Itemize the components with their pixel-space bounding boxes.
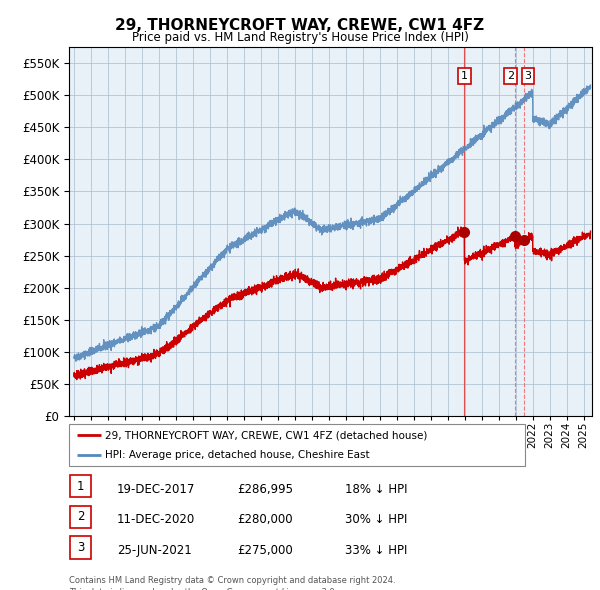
Text: £275,000: £275,000 [237, 544, 293, 557]
Text: 29, THORNEYCROFT WAY, CREWE, CW1 4FZ: 29, THORNEYCROFT WAY, CREWE, CW1 4FZ [115, 18, 485, 32]
Text: This data is licensed under the Open Government Licence v3.0.: This data is licensed under the Open Gov… [69, 588, 337, 590]
Text: £286,995: £286,995 [237, 483, 293, 496]
Text: 3: 3 [77, 541, 84, 554]
FancyBboxPatch shape [70, 475, 91, 497]
Text: 11-DEC-2020: 11-DEC-2020 [117, 513, 195, 526]
Text: £280,000: £280,000 [237, 513, 293, 526]
Text: Contains HM Land Registry data © Crown copyright and database right 2024.: Contains HM Land Registry data © Crown c… [69, 576, 395, 585]
Text: 18% ↓ HPI: 18% ↓ HPI [345, 483, 407, 496]
Text: 25-JUN-2021: 25-JUN-2021 [117, 544, 192, 557]
FancyBboxPatch shape [70, 506, 91, 528]
Text: 3: 3 [524, 71, 532, 81]
Text: 19-DEC-2017: 19-DEC-2017 [117, 483, 196, 496]
Text: 29, THORNEYCROFT WAY, CREWE, CW1 4FZ (detached house): 29, THORNEYCROFT WAY, CREWE, CW1 4FZ (de… [104, 430, 427, 440]
Text: 1: 1 [77, 480, 84, 493]
Text: 2: 2 [77, 510, 84, 523]
Text: 30% ↓ HPI: 30% ↓ HPI [345, 513, 407, 526]
Text: 33% ↓ HPI: 33% ↓ HPI [345, 544, 407, 557]
Text: HPI: Average price, detached house, Cheshire East: HPI: Average price, detached house, Ches… [104, 451, 369, 460]
FancyBboxPatch shape [70, 536, 91, 559]
Text: 2: 2 [507, 71, 514, 81]
FancyBboxPatch shape [69, 424, 525, 466]
Text: Price paid vs. HM Land Registry's House Price Index (HPI): Price paid vs. HM Land Registry's House … [131, 31, 469, 44]
Text: 1: 1 [461, 71, 468, 81]
